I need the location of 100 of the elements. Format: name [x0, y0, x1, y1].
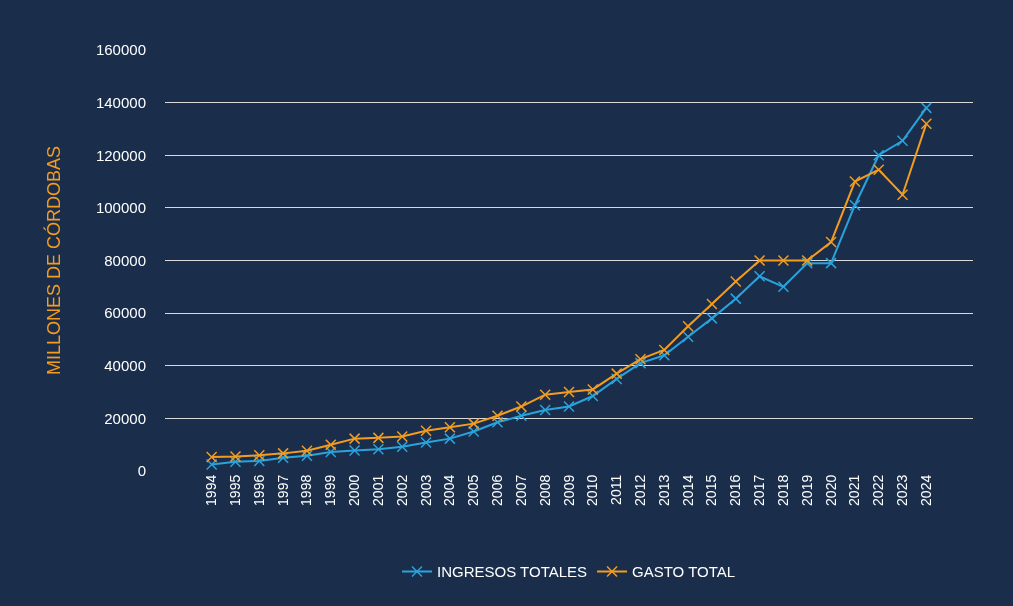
x-tick-label: 1995: [227, 474, 244, 506]
x-tick-label: 2023: [894, 474, 911, 506]
x-tick-label: 1998: [298, 474, 315, 506]
point: [539, 388, 551, 401]
point: [610, 373, 623, 385]
y-tick-label: 140000: [95, 93, 146, 111]
x-tick-label: 2015: [703, 474, 720, 506]
x-tick-label: 2009: [560, 474, 577, 506]
point: [753, 270, 766, 283]
point: [825, 236, 837, 248]
point: [872, 149, 885, 161]
x-tick-label: 2000: [346, 474, 363, 506]
point: [348, 432, 361, 445]
y-tick-label: 40000: [104, 357, 146, 374]
point: [682, 331, 694, 343]
x-tick-label: 2002: [393, 474, 410, 506]
point: [396, 441, 408, 453]
x-tick-label: 2004: [441, 474, 458, 506]
point: [491, 416, 504, 429]
point: [872, 163, 885, 176]
y-tick-label: 120000: [95, 146, 146, 164]
point: [253, 449, 266, 461]
point: [563, 386, 575, 398]
point: [849, 175, 861, 188]
point: [539, 404, 551, 416]
legend-label: GASTO TOTAL: [632, 563, 736, 581]
point: [777, 254, 790, 267]
x-tick-label: 2001: [369, 474, 386, 506]
point: [730, 292, 742, 305]
point: [515, 400, 528, 413]
x-tick-label: 2008: [536, 474, 553, 506]
point: [563, 400, 575, 413]
x-tick-label: 2006: [489, 474, 506, 506]
y-tick-label: 100000: [95, 199, 146, 217]
x-tick-label: 2016: [727, 474, 744, 506]
point: [277, 447, 289, 460]
point: [372, 432, 385, 444]
point: [587, 383, 599, 396]
point: [610, 367, 623, 380]
point: [634, 353, 647, 365]
point: [491, 409, 504, 422]
point: [420, 424, 432, 437]
point: [205, 458, 218, 471]
x-tick-label: 1996: [250, 474, 267, 506]
point: [325, 446, 337, 458]
point: [706, 312, 718, 325]
point: [706, 298, 718, 310]
point: [467, 417, 480, 430]
y-tick-label: 20000: [104, 409, 146, 427]
point: [658, 349, 671, 361]
point: [920, 117, 933, 130]
x-tick-label: 2020: [822, 474, 839, 506]
point: [587, 390, 599, 402]
x-tick-label: 2010: [584, 474, 601, 506]
point: [896, 188, 909, 201]
y-axis-title: MILLONES DE CÓRDOBAS: [43, 145, 65, 376]
point: [825, 257, 837, 269]
point: [515, 409, 528, 422]
x-tick-label: 2005: [465, 474, 482, 506]
y-tick-label: 80000: [104, 251, 146, 269]
x-tick-label: 2007: [512, 474, 529, 506]
point: [920, 102, 933, 114]
point: [777, 281, 790, 293]
legend-label: INGRESOS TOTALES: [437, 563, 588, 581]
x-tick-label: 1997: [274, 474, 291, 506]
point: [229, 456, 242, 468]
x-tick-label: 2011: [608, 474, 625, 505]
x-tick-label: 1999: [322, 474, 339, 506]
point: [444, 421, 456, 434]
point: [658, 344, 671, 356]
point: [253, 455, 266, 467]
point: [205, 451, 218, 463]
y-tick-label: 60000: [104, 304, 146, 322]
point: [896, 135, 909, 147]
x-tick-label: 2014: [679, 474, 696, 506]
point: [348, 444, 361, 457]
x-tick-label: 1994: [203, 474, 220, 506]
x-tick-label: 2012: [632, 474, 649, 506]
x-tick-label: 2021: [846, 474, 863, 506]
point: [849, 199, 861, 211]
point: [325, 438, 337, 451]
x-tick-label: 2017: [751, 474, 768, 506]
point: [753, 254, 766, 267]
y-tick-label: 0: [137, 462, 146, 480]
x-tick-label: 2024: [917, 474, 934, 506]
y-tick-label: 160000: [95, 41, 146, 59]
point: [301, 449, 313, 462]
x-tick-label: 2018: [774, 474, 791, 506]
x-tick-label: 2022: [870, 474, 887, 506]
point: [634, 357, 647, 369]
point: [372, 443, 385, 455]
point: [444, 432, 456, 445]
point: [420, 436, 432, 449]
point: [467, 425, 480, 438]
x-tick-label: 2019: [798, 474, 815, 506]
point: [730, 275, 742, 288]
point: [277, 452, 289, 464]
point: [301, 444, 313, 457]
point: [682, 320, 694, 333]
point: [396, 430, 408, 443]
